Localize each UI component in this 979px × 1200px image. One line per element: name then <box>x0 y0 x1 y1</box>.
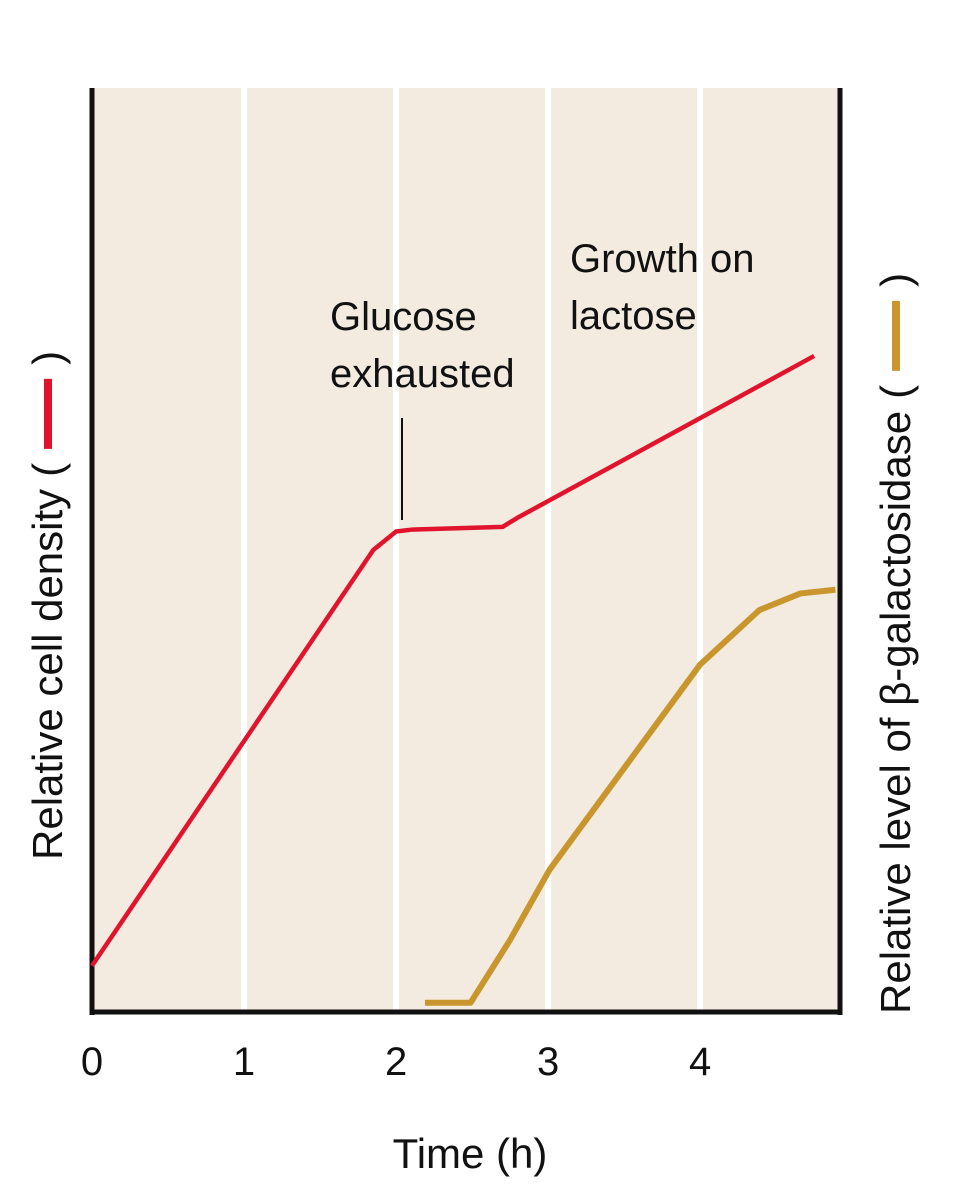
x-axis-title: Time (h) <box>393 1130 548 1177</box>
x-tick-label: 0 <box>81 1040 103 1084</box>
x-tick-label: 4 <box>689 1040 711 1084</box>
y2-axis-title-text: Relative level of β-galactosidase <box>872 411 919 1014</box>
legend-bracket: ( <box>872 385 919 399</box>
x-tick-label: 2 <box>385 1040 407 1084</box>
legend-bracket: ) <box>24 351 71 365</box>
plot-background <box>92 88 840 1012</box>
annotation: Growth on <box>570 237 755 281</box>
y-axis-title-text: Relative cell density <box>24 489 71 860</box>
annotation: lactose <box>570 294 697 338</box>
annotation: Glucose <box>330 295 477 339</box>
x-tick-label: 1 <box>233 1040 255 1084</box>
annotation: exhausted <box>330 352 515 396</box>
y-axis-title: Relative cell density () <box>24 351 71 860</box>
legend-bracket: ) <box>872 273 919 287</box>
x-tick-label: 3 <box>537 1040 559 1084</box>
data-line <box>424 586 836 1006</box>
y2-axis-title: Relative level of β-galactosidase () <box>872 273 919 1014</box>
legend-bracket: ( <box>24 463 71 477</box>
data-line <box>90 353 816 968</box>
